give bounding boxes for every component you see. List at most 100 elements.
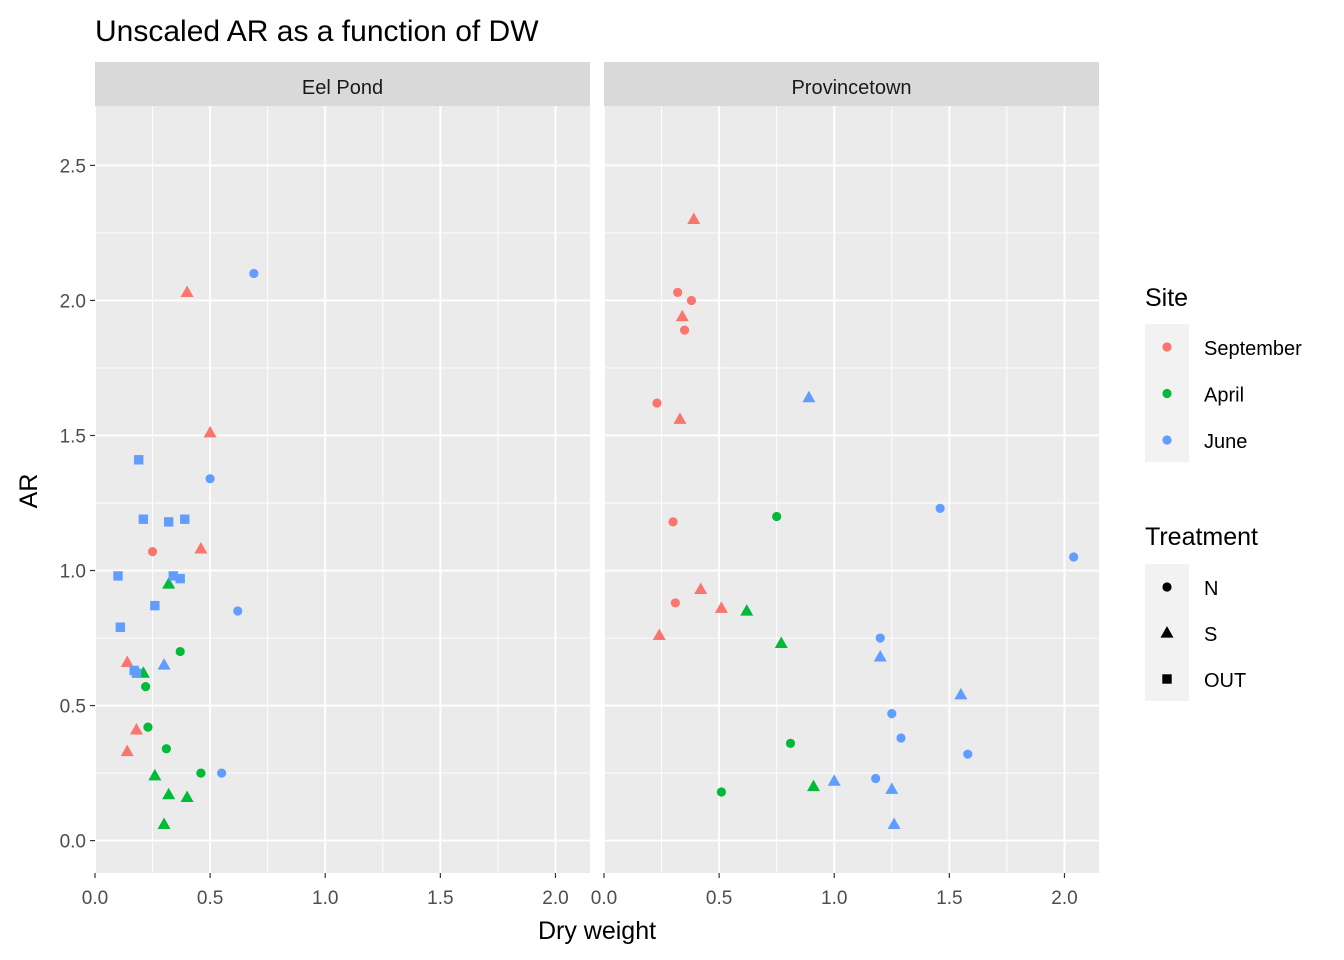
data-point (175, 646, 185, 657)
data-point (686, 295, 697, 306)
data-point (162, 787, 176, 800)
x-tick-label: 2.0 (1051, 888, 1077, 909)
data-point (115, 622, 126, 632)
data-point (147, 547, 158, 557)
data-point (161, 744, 171, 754)
y-axis-title: AR (15, 474, 43, 509)
treatment-legend-title: Treatment (1145, 523, 1258, 551)
x-tick-label: 1.5 (936, 888, 962, 909)
x-tick-label: 1.0 (821, 888, 847, 909)
chart-title: Unscaled AR as a function of DW (95, 15, 539, 48)
data-point (785, 738, 796, 748)
data-point (687, 212, 701, 225)
data-point (150, 600, 160, 611)
data-point (180, 285, 194, 297)
facet-panel-1: Provincetown 0.0 0.5 1.0 1.5 2.0 (591, 62, 1099, 909)
data-points (652, 212, 1079, 829)
legend-key-june (1162, 435, 1172, 445)
facet-strip (604, 62, 1099, 106)
facet-panels: Eel Pond 0.0 0.5 1.0 1.5 2.0 Provincetown 0.0 0.… (82, 62, 1099, 909)
legend-key-s (1160, 626, 1174, 638)
data-point (694, 582, 708, 595)
data-point (168, 571, 178, 581)
data-point (652, 398, 662, 408)
data-point (233, 606, 243, 616)
legend-key-september (1162, 342, 1172, 352)
panel-background (604, 106, 1099, 873)
x-tick-label: 1.0 (312, 888, 338, 909)
data-point (873, 650, 887, 662)
data-point (1069, 552, 1079, 562)
data-point (129, 722, 143, 735)
legend-label-september: September (1204, 338, 1302, 360)
data-point (896, 733, 906, 743)
data-point (772, 511, 782, 522)
data-point (157, 817, 171, 829)
x-tick-label: 0.5 (706, 888, 732, 909)
data-point (827, 774, 841, 786)
data-point (157, 658, 171, 670)
y-tick-label: 0.5 (60, 697, 86, 718)
data-point (138, 514, 149, 524)
data-point (141, 682, 151, 692)
data-point (120, 655, 134, 667)
data-point (871, 773, 881, 784)
facet-strip-label: Provincetown (791, 77, 911, 99)
legend-label-april: April (1204, 385, 1244, 407)
data-point (143, 722, 153, 732)
data-point (194, 542, 208, 554)
data-point (131, 668, 142, 678)
data-point (774, 636, 788, 649)
data-point (714, 601, 728, 613)
data-point (675, 309, 689, 322)
y-axis: 0.0 0.5 1.0 1.5 2.0 2.5 (60, 156, 95, 853)
site-legend-items: September April June (1162, 338, 1302, 453)
facet-strip-label: Eel Pond (302, 77, 383, 99)
data-point (668, 517, 678, 527)
x-tick-label: 0.5 (197, 888, 223, 909)
data-point (652, 628, 666, 640)
data-point (196, 768, 206, 778)
data-point (807, 779, 821, 792)
data-point (162, 577, 176, 589)
data-point (249, 268, 259, 279)
data-point (180, 790, 194, 802)
data-point (670, 598, 680, 608)
data-point (963, 749, 973, 759)
site-legend-title: Site (1145, 284, 1188, 312)
legend-key-out (1162, 674, 1172, 684)
x-tick-label: 0.0 (82, 888, 108, 909)
data-point (134, 455, 144, 465)
data-point (935, 503, 945, 514)
data-point (887, 709, 897, 719)
data-point (887, 817, 901, 829)
x-tick-label: 1.5 (427, 888, 453, 909)
legend-key-april (1162, 388, 1172, 399)
legend-label-n: N (1204, 578, 1218, 600)
data-point (175, 573, 185, 584)
y-tick-label: 1.5 (60, 426, 86, 447)
data-point (673, 287, 683, 297)
data-point (885, 782, 899, 794)
data-point (180, 514, 190, 524)
data-point (954, 687, 968, 700)
treatment-legend-items: N S OUT (1160, 578, 1246, 692)
facet-panel-0: Eel Pond 0.0 0.5 1.0 1.5 2.0 (82, 62, 590, 909)
data-points (113, 268, 259, 829)
data-point (740, 604, 754, 616)
data-point (205, 474, 215, 484)
legend: Site September April June Treatment N S OUT (1145, 284, 1302, 701)
panel-background (95, 106, 590, 873)
data-point (203, 425, 217, 438)
legend-label-out: OUT (1204, 670, 1246, 692)
x-axis-title: Dry weight (538, 917, 656, 945)
data-point (679, 325, 690, 335)
y-tick-label: 2.5 (60, 156, 86, 177)
data-point (217, 768, 227, 778)
data-point (673, 412, 687, 424)
data-point (163, 517, 174, 527)
data-point (148, 768, 162, 781)
data-point (802, 390, 816, 403)
data-point (716, 787, 727, 797)
